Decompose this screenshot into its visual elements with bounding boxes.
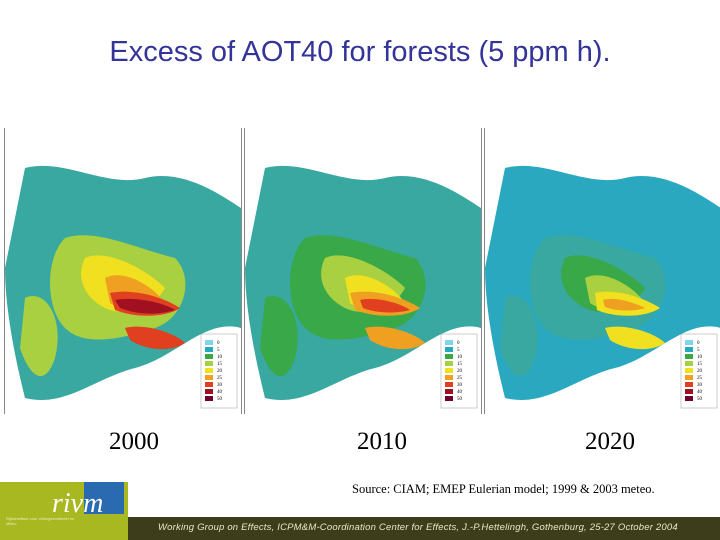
legend-value-label: 15 bbox=[697, 362, 703, 367]
legend-value-label: 40 bbox=[217, 390, 223, 395]
legend-value-label: 20 bbox=[697, 369, 703, 374]
legend-value-label: 10 bbox=[697, 355, 703, 360]
legend-value-label: 5 bbox=[697, 348, 700, 353]
legend-value-label: 25 bbox=[457, 376, 463, 381]
legend-value-label: 30 bbox=[457, 383, 463, 388]
year-label-2020: 2020 bbox=[585, 428, 635, 455]
legend-value-label: 50 bbox=[217, 397, 223, 402]
rivm-logo-word: rivm bbox=[52, 488, 104, 519]
year-label-2010: 2010 bbox=[357, 428, 407, 455]
map-2010-graphic: 0 5 10 15 20 25 30 40 50 bbox=[245, 128, 481, 414]
legend-value-label: 15 bbox=[217, 362, 223, 367]
legend-value-label: 20 bbox=[217, 369, 223, 374]
footer-text: Working Group on Effects, ICPM&M-Coordin… bbox=[158, 522, 678, 533]
legend-value-label: 30 bbox=[697, 383, 703, 388]
map-2020: 0 5 10 15 20 25 30 40 50 bbox=[484, 128, 720, 414]
legend-value-label: 0 bbox=[457, 341, 460, 346]
legend-value-label: 25 bbox=[697, 376, 703, 381]
legend-value-label: 40 bbox=[457, 390, 463, 395]
slide-title: Excess of AOT40 for forests (5 ppm h). bbox=[109, 36, 611, 68]
legend-value-label: 5 bbox=[457, 348, 460, 353]
legend-value-label: 0 bbox=[217, 341, 220, 346]
legend-value-label: 5 bbox=[217, 348, 220, 353]
legend-value-label: 50 bbox=[697, 397, 703, 402]
rivm-logo-subtext: Rijksinstituut voor Volksgezondheid en M… bbox=[6, 516, 75, 526]
legend-value-label: 10 bbox=[217, 355, 223, 360]
source-note: Source: CIAM; EMEP Eulerian model; 1999 … bbox=[352, 482, 655, 496]
legend-value-label: 10 bbox=[457, 355, 463, 360]
legend-value-label: 15 bbox=[457, 362, 463, 367]
year-label-2000: 2000 bbox=[109, 428, 159, 455]
footer-inner bbox=[128, 517, 720, 540]
legend-value-label: 0 bbox=[697, 341, 700, 346]
map-2000: 0 5 10 15 20 25 30 40 50 bbox=[4, 128, 242, 414]
legend-value-label: 25 bbox=[217, 376, 223, 381]
map-2010: 0 5 10 15 20 25 30 40 50 bbox=[244, 128, 482, 414]
legend-value-label: 30 bbox=[217, 383, 223, 388]
rivm-logo-accent bbox=[84, 482, 124, 514]
legend-value-label: 50 bbox=[457, 397, 463, 402]
map-2020-graphic: 0 5 10 15 20 25 30 40 50 bbox=[485, 128, 720, 414]
legend-value-label: 20 bbox=[457, 369, 463, 374]
map-2000-graphic: 0 5 10 15 20 25 30 40 50 bbox=[5, 128, 241, 414]
legend-value-label: 40 bbox=[697, 390, 703, 395]
